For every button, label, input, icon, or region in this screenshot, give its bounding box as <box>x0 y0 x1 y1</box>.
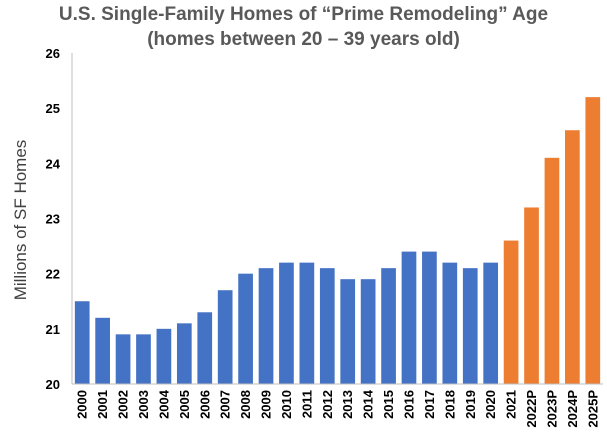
bar-2019 <box>462 268 478 384</box>
bar-2000 <box>74 301 90 384</box>
x-tick-label: 2004 <box>156 389 171 419</box>
x-tick-label: 2010 <box>279 390 294 419</box>
bar-2014 <box>360 279 376 384</box>
bar-2001 <box>95 317 110 384</box>
y-tick-label: 22 <box>46 267 60 282</box>
bar-2009 <box>258 268 274 384</box>
x-tick-label: 2009 <box>259 390 274 419</box>
bar-2010 <box>279 262 294 384</box>
y-tick-label: 23 <box>46 212 60 227</box>
y-axis: 20 21 22 23 24 25 26 <box>46 46 73 392</box>
chart-title-block: U.S. Single-Family Homes of “Prime Remod… <box>0 2 607 52</box>
bar-2004 <box>156 328 172 384</box>
x-tick-label: 2023P <box>544 390 559 428</box>
x-tick-label: 2017 <box>422 390 437 419</box>
x-tick-label: 2021 <box>504 390 519 419</box>
bar-2011 <box>299 262 315 384</box>
bar-2025P <box>585 97 601 384</box>
bar-2022P <box>524 207 539 384</box>
y-tick-label: 25 <box>46 101 60 116</box>
bar-2016 <box>401 251 417 384</box>
bar-2003 <box>136 334 151 384</box>
x-tick-label: 2008 <box>238 390 253 419</box>
x-tick-label: 2016 <box>401 390 416 419</box>
x-tick-label: 2000 <box>75 390 90 419</box>
bar-2015 <box>381 268 396 384</box>
bar-2006 <box>197 312 213 384</box>
x-tick-label: 2001 <box>95 390 110 419</box>
x-tick-label: 2013 <box>340 390 355 419</box>
bar-2020 <box>483 262 499 384</box>
x-tick-label: 2002 <box>116 390 131 419</box>
y-tick-label: 26 <box>46 46 60 61</box>
bar-2013 <box>340 279 356 384</box>
x-tick-label: 2012 <box>320 390 335 419</box>
bar-2005 <box>176 323 192 384</box>
bar-2002 <box>115 334 131 384</box>
x-tick-label: 2006 <box>197 390 212 419</box>
x-tick-label: 2019 <box>463 390 478 419</box>
x-tick-label: 2018 <box>442 390 457 419</box>
x-tick-label: 2020 <box>483 390 498 419</box>
y-axis-title: Millions of SF Homes <box>11 140 30 301</box>
x-tick-label: 2003 <box>136 390 151 419</box>
bar-2024P <box>565 130 580 384</box>
bar-2007 <box>217 290 233 384</box>
x-tick-label: 2025P <box>585 390 600 428</box>
y-tick-label: 24 <box>46 156 61 171</box>
chart-subtitle: (homes between 20 – 39 years old) <box>147 29 460 50</box>
bar-2023P <box>544 157 560 384</box>
x-tick-label: 2015 <box>381 390 396 419</box>
x-tick-label: 2005 <box>177 390 192 419</box>
x-tick-label: 2011 <box>299 390 314 418</box>
bar-2017 <box>422 251 437 384</box>
y-tick-label: 21 <box>46 322 60 337</box>
bar-2012 <box>319 268 335 384</box>
x-axis: 2000 2001 2002 2003 2004 2005 2006 2007 2008 2009… <box>72 383 603 428</box>
x-tick-label: 2014 <box>361 389 376 419</box>
bars <box>74 97 601 384</box>
x-tick-label: 2007 <box>218 390 233 419</box>
y-tick-label: 20 <box>46 377 60 392</box>
bar-2008 <box>238 273 253 384</box>
bar-2021 <box>503 240 519 384</box>
x-tick-label: 2024P <box>565 390 580 428</box>
chart-title: U.S. Single-Family Homes of “Prime Remod… <box>58 4 549 25</box>
bar-2018 <box>442 262 458 384</box>
x-tick-label: 2022P <box>524 390 539 428</box>
